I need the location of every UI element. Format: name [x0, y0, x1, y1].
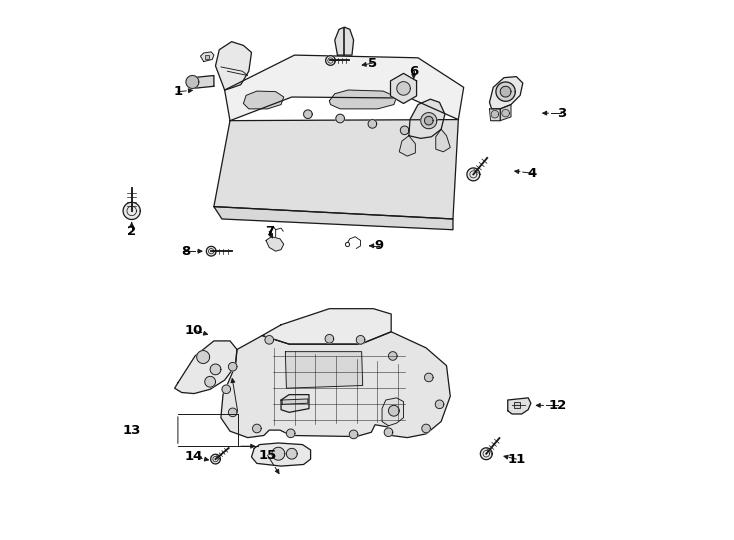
- Polygon shape: [221, 332, 450, 437]
- Polygon shape: [508, 398, 531, 414]
- Polygon shape: [266, 237, 284, 251]
- Polygon shape: [192, 76, 214, 89]
- Polygon shape: [228, 408, 237, 417]
- Polygon shape: [502, 110, 509, 117]
- Polygon shape: [200, 52, 214, 62]
- Polygon shape: [388, 406, 399, 416]
- Polygon shape: [399, 136, 415, 156]
- Polygon shape: [206, 246, 216, 256]
- Text: 2: 2: [127, 225, 137, 238]
- Polygon shape: [228, 362, 237, 371]
- Polygon shape: [501, 105, 511, 120]
- Polygon shape: [304, 110, 312, 118]
- Polygon shape: [490, 77, 523, 109]
- Polygon shape: [356, 335, 365, 344]
- Polygon shape: [252, 424, 261, 433]
- Polygon shape: [282, 399, 308, 404]
- Polygon shape: [216, 42, 252, 90]
- Polygon shape: [382, 398, 404, 426]
- Text: 14: 14: [185, 450, 203, 463]
- Text: 5: 5: [368, 57, 377, 70]
- Polygon shape: [325, 334, 334, 343]
- Text: 1: 1: [173, 85, 183, 98]
- Polygon shape: [175, 341, 237, 394]
- Polygon shape: [409, 99, 445, 138]
- Polygon shape: [286, 429, 295, 437]
- Polygon shape: [424, 116, 433, 125]
- Text: 7: 7: [265, 225, 274, 238]
- Polygon shape: [326, 56, 335, 65]
- Polygon shape: [186, 76, 199, 89]
- Text: 12: 12: [548, 399, 567, 412]
- Text: 8: 8: [181, 245, 190, 258]
- Polygon shape: [435, 400, 444, 409]
- Polygon shape: [123, 202, 140, 219]
- Polygon shape: [214, 119, 458, 219]
- Polygon shape: [222, 385, 230, 394]
- Polygon shape: [388, 352, 397, 360]
- Polygon shape: [349, 430, 358, 438]
- Polygon shape: [281, 395, 309, 413]
- Polygon shape: [197, 350, 210, 363]
- Polygon shape: [205, 376, 216, 387]
- Text: 11: 11: [507, 453, 526, 465]
- Polygon shape: [421, 113, 437, 129]
- Polygon shape: [272, 447, 285, 460]
- Polygon shape: [491, 111, 498, 118]
- Polygon shape: [262, 309, 391, 344]
- Polygon shape: [501, 86, 511, 97]
- Polygon shape: [244, 91, 284, 109]
- Text: 15: 15: [258, 449, 277, 462]
- Polygon shape: [480, 448, 493, 460]
- Polygon shape: [286, 448, 297, 459]
- Polygon shape: [368, 119, 377, 128]
- Polygon shape: [265, 335, 274, 344]
- Polygon shape: [400, 126, 409, 134]
- Polygon shape: [336, 114, 344, 123]
- Text: 4: 4: [528, 167, 537, 180]
- Polygon shape: [390, 73, 417, 104]
- Text: 9: 9: [374, 239, 383, 252]
- Polygon shape: [330, 90, 396, 109]
- Polygon shape: [397, 82, 410, 95]
- Polygon shape: [335, 27, 354, 55]
- Text: 3: 3: [557, 106, 566, 120]
- Text: 6: 6: [409, 65, 418, 78]
- Text: 13: 13: [123, 423, 141, 437]
- Polygon shape: [210, 364, 221, 375]
- Polygon shape: [490, 109, 501, 120]
- Text: 10: 10: [185, 323, 203, 336]
- Polygon shape: [422, 424, 430, 433]
- Polygon shape: [225, 55, 464, 120]
- Polygon shape: [436, 129, 450, 152]
- Polygon shape: [286, 352, 363, 388]
- Polygon shape: [252, 443, 310, 466]
- Polygon shape: [211, 454, 220, 464]
- Polygon shape: [214, 207, 453, 229]
- Polygon shape: [496, 82, 515, 102]
- Polygon shape: [384, 428, 393, 436]
- Polygon shape: [424, 373, 433, 382]
- Polygon shape: [467, 168, 480, 181]
